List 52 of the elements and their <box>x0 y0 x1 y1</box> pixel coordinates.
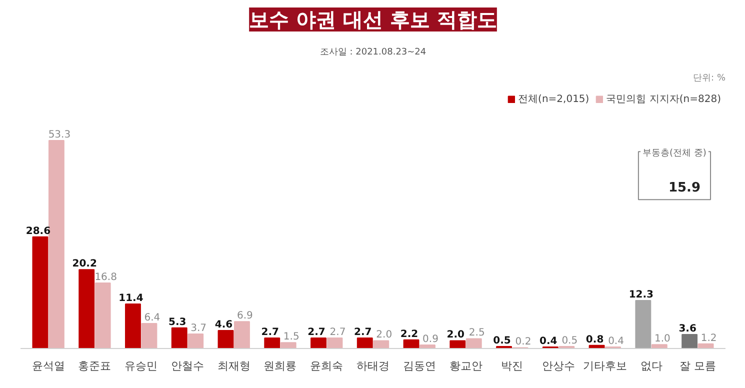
data-label: 2.7 <box>354 326 372 338</box>
annotation: 15.9 <box>668 180 701 196</box>
legend-label: 국민의힘 지지자(n=828) <box>606 93 721 106</box>
data-label: 2.2 <box>400 328 418 340</box>
x-tick-label: 윤희숙 <box>310 360 344 372</box>
x-tick-label: 윤석열 <box>32 360 65 372</box>
data-label: 1.2 <box>700 332 717 344</box>
data-label: 11.4 <box>118 293 144 304</box>
x-tick-label: 안철수 <box>170 360 204 372</box>
data-label: 3.6 <box>678 323 696 334</box>
data-label: 0.8 <box>586 334 604 346</box>
x-tick-label: 없다 <box>640 360 662 372</box>
chart-subtitle: 조사일 : 2021.08.23~24 <box>320 48 426 58</box>
x-tick-label: 기타후보 <box>582 360 627 372</box>
data-label: 0.2 <box>515 336 532 348</box>
data-label: 0.5 <box>493 336 511 347</box>
legend-label: 전체(n=2,015) <box>518 93 590 106</box>
x-tick-label: 황교안 <box>449 360 482 372</box>
x-tick-label: 홍준표 <box>78 360 112 372</box>
x-tick-label: 원희룡 <box>264 360 297 372</box>
data-label: 2.7 <box>330 326 346 338</box>
x-tick-label: 안상수 <box>542 360 576 372</box>
chart-title: 보수 야권 대선 후보 적합도 <box>249 8 497 32</box>
x-tick-label: 최재형 <box>217 360 250 372</box>
data-label: 16.8 <box>94 272 117 283</box>
data-label: 0.9 <box>422 334 438 345</box>
x-tick-label: 하태경 <box>356 360 390 372</box>
data-label: 0.4 <box>540 336 558 347</box>
x-tick-label: 김동연 <box>402 360 436 372</box>
data-label: 12.3 <box>628 290 654 300</box>
data-label: 6.4 <box>144 312 160 324</box>
annotation: 부동층(전체 중) <box>642 148 706 158</box>
data-label: 1.0 <box>654 334 670 345</box>
data-label: 2.0 <box>446 330 465 341</box>
data-label: 53.3 <box>48 130 71 140</box>
x-tick-label: 잘 모름 <box>679 360 716 372</box>
data-label: 0.4 <box>608 336 624 347</box>
data-label: 2.7 <box>261 326 280 338</box>
text: 단위: % <box>693 74 726 84</box>
data-label: 2.7 <box>308 326 326 338</box>
x-tick-label: 유승민 <box>124 360 158 372</box>
data-label: 0.5 <box>562 336 578 347</box>
data-label: 4.6 <box>214 320 233 331</box>
data-label: 20.2 <box>72 258 97 270</box>
data-label: 1.5 <box>283 332 300 343</box>
x-tick-label: 박진 <box>501 360 524 372</box>
data-label: 6.9 <box>237 310 253 322</box>
data-label: 5.3 <box>168 316 186 328</box>
data-label: 28.6 <box>26 226 51 237</box>
data-label: 2.5 <box>468 328 485 339</box>
data-label: 3.7 <box>190 323 207 334</box>
data-label: 2.0 <box>376 330 392 341</box>
